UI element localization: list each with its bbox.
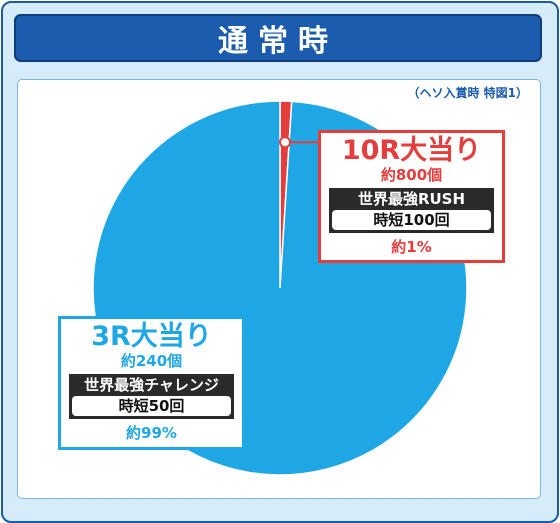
slice-time: 時短50回: [72, 396, 231, 416]
leader-dot: [279, 136, 292, 149]
slice-title: 10R大当り: [341, 135, 482, 166]
slice-mode: 世界最強RUSH: [357, 190, 466, 208]
slice-detail: 約240個: [120, 352, 183, 370]
header-bar: 通常時: [14, 14, 542, 62]
slice-label-3r: 3R大当り 約240個 世界最強チャレンジ 時短50回 約99%: [58, 316, 245, 450]
page-title: 通常時: [218, 24, 338, 59]
slice-time: 時短100回: [332, 210, 491, 230]
slice-mode: 世界最強チャレンジ: [84, 376, 219, 394]
slice-percent: 約99%: [126, 424, 177, 442]
slice-label-10r: 10R大当り 約800個 世界最強RUSH 時短100回 約1%: [318, 130, 505, 263]
chart-note: （ヘソ入賞時 特図1）: [407, 86, 528, 100]
slice-detail: 約800個: [380, 166, 443, 184]
slice-mode-box: 世界最強RUSH 時短100回: [329, 188, 494, 233]
slice-percent: 約1%: [391, 238, 432, 256]
slice-title: 3R大当り: [91, 321, 212, 352]
slice-mode-box: 世界最強チャレンジ 時短50回: [69, 374, 234, 419]
